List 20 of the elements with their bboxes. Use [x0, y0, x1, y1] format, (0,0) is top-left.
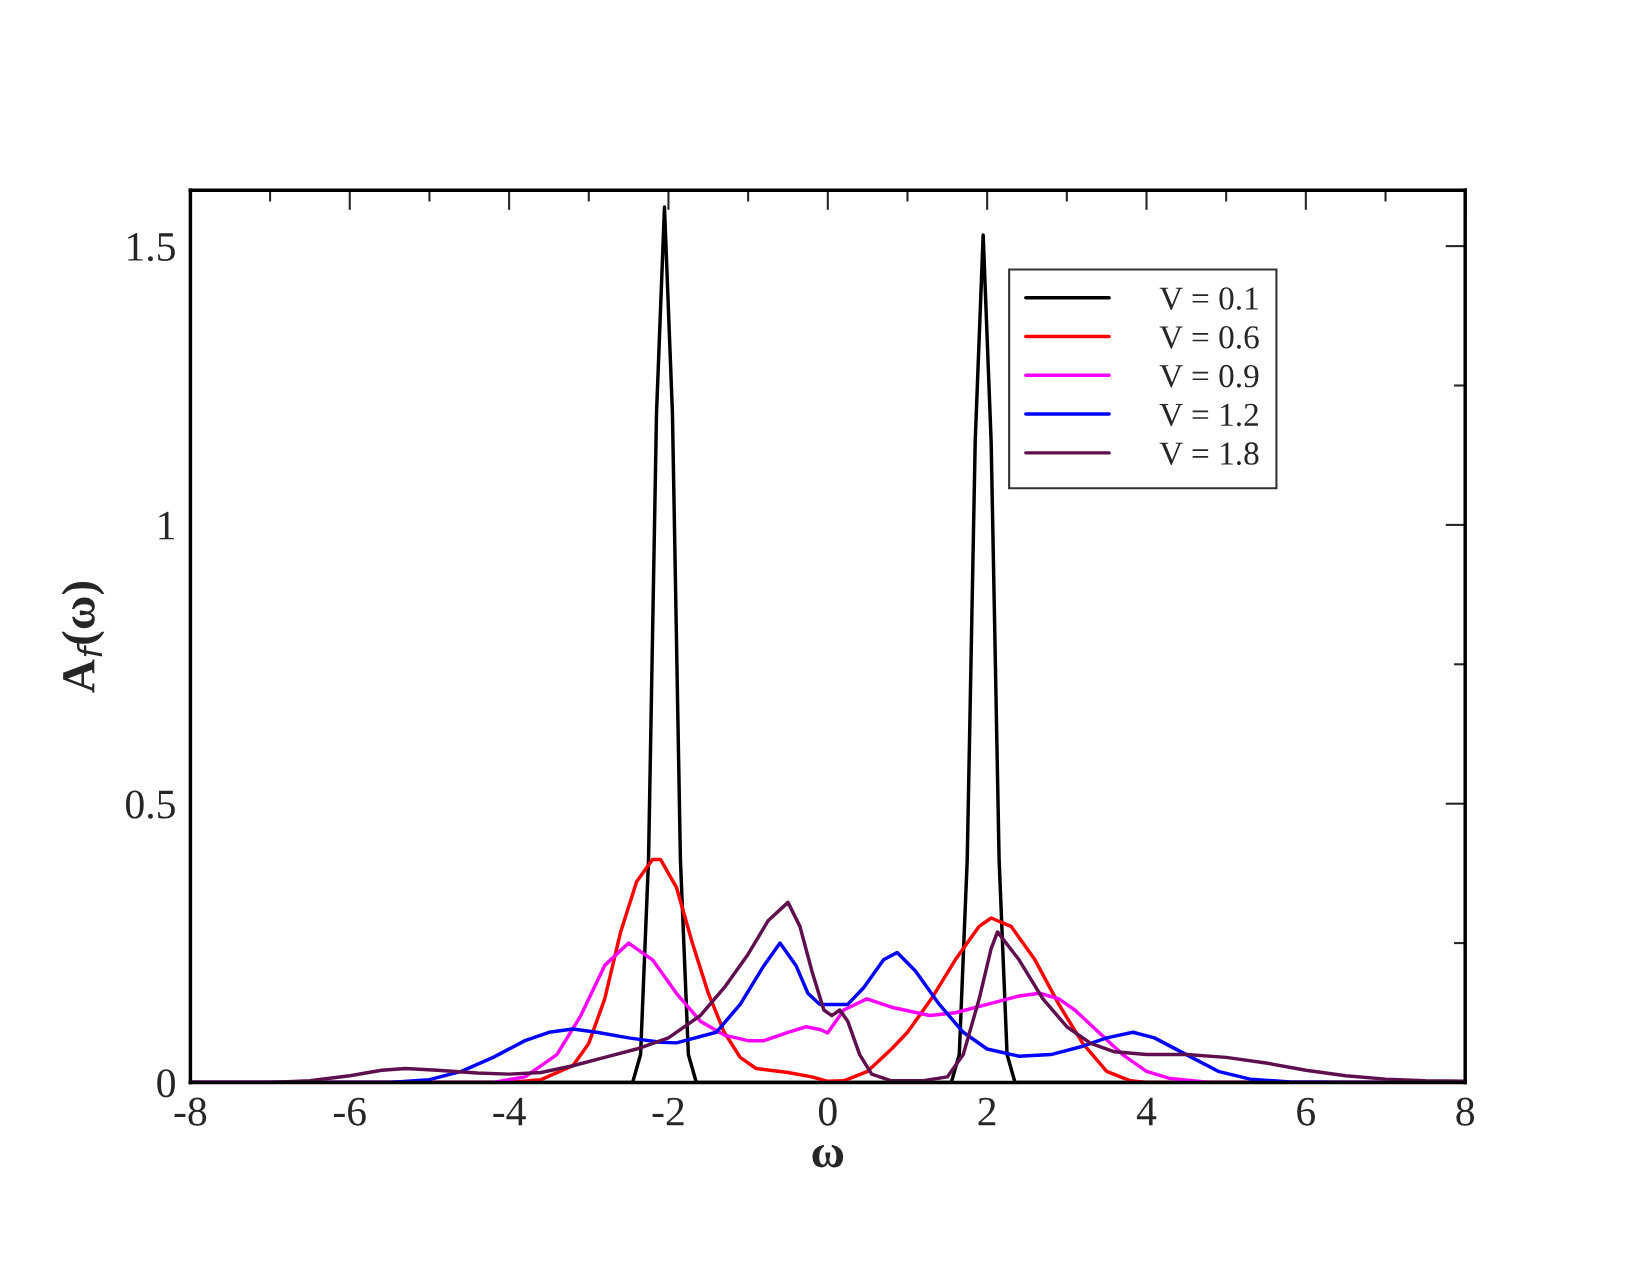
y-axis-title: A$_{f}$(ω): [61, 581, 105, 693]
x-tick-label: 2: [978, 1097, 996, 1126]
y-tick-label: 1: [159, 511, 175, 540]
x-tick-label: 6: [1297, 1097, 1316, 1126]
x-tick-label: 8: [1456, 1097, 1475, 1126]
y-tick-label: 0.5: [126, 790, 175, 819]
x-axis-title: ω: [812, 1144, 844, 1168]
x-tick-label: 4: [1136, 1097, 1157, 1126]
legend-label: V = 1.2: [1159, 403, 1258, 427]
x-tick-label: -6: [333, 1097, 366, 1126]
legend-label: V = 1.8: [1159, 442, 1259, 466]
legend-label: V = 0.1: [1159, 287, 1258, 310]
x-tick-label: -8: [174, 1097, 207, 1126]
legend-label: V = 0.6: [1159, 326, 1259, 349]
x-tick-label: 0: [818, 1097, 837, 1126]
y-tick-label: 1.5: [128, 233, 175, 262]
y-tick-label: 0: [157, 1069, 175, 1098]
x-tick-label: -2: [652, 1097, 684, 1126]
legend-label: V = 0.9: [1159, 364, 1259, 388]
x-tick-label: -4: [493, 1097, 526, 1126]
